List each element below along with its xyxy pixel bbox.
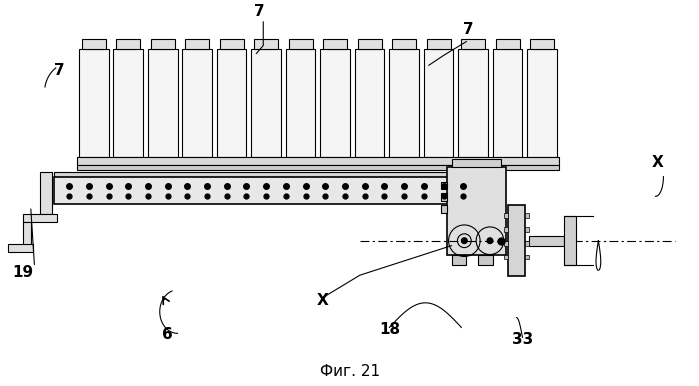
- Bar: [504, 227, 507, 232]
- Bar: [254, 39, 278, 49]
- Bar: [478, 256, 493, 265]
- Bar: [185, 39, 209, 49]
- Bar: [23, 222, 31, 247]
- Bar: [452, 256, 466, 265]
- Text: 6: 6: [162, 327, 173, 342]
- Bar: [531, 39, 554, 49]
- Bar: [392, 39, 416, 49]
- Bar: [320, 49, 350, 157]
- Bar: [526, 227, 529, 232]
- Bar: [461, 39, 485, 49]
- Bar: [324, 39, 347, 49]
- Bar: [55, 177, 488, 204]
- Bar: [452, 159, 500, 167]
- Bar: [507, 205, 526, 276]
- Bar: [526, 213, 529, 218]
- Bar: [496, 39, 519, 49]
- Bar: [286, 49, 315, 157]
- Bar: [113, 49, 143, 157]
- Bar: [526, 254, 529, 259]
- Text: 7: 7: [463, 22, 474, 37]
- Text: 19: 19: [12, 265, 34, 280]
- Bar: [424, 49, 454, 157]
- Text: Фиг. 21: Фиг. 21: [320, 364, 380, 379]
- Bar: [117, 39, 140, 49]
- Bar: [389, 49, 419, 157]
- Bar: [148, 49, 178, 157]
- Bar: [528, 49, 557, 157]
- Bar: [358, 39, 382, 49]
- Bar: [252, 49, 281, 157]
- Text: X: X: [651, 155, 663, 170]
- Bar: [526, 241, 529, 245]
- Bar: [564, 216, 576, 265]
- Text: 7: 7: [54, 63, 64, 78]
- Text: 7: 7: [254, 4, 265, 19]
- Bar: [77, 157, 559, 165]
- Bar: [82, 39, 106, 49]
- Bar: [355, 49, 384, 157]
- Bar: [440, 205, 447, 213]
- Bar: [493, 49, 522, 157]
- Text: 18: 18: [379, 322, 400, 337]
- Bar: [504, 241, 507, 245]
- Bar: [529, 236, 564, 245]
- Bar: [440, 193, 447, 201]
- Bar: [459, 49, 488, 157]
- Bar: [217, 49, 247, 157]
- Bar: [8, 244, 33, 252]
- Bar: [23, 214, 57, 222]
- Bar: [427, 39, 451, 49]
- Text: X: X: [317, 293, 329, 308]
- Bar: [220, 39, 243, 49]
- Bar: [55, 172, 488, 177]
- Bar: [447, 167, 505, 256]
- Bar: [151, 39, 175, 49]
- Bar: [182, 49, 212, 157]
- Bar: [77, 165, 559, 170]
- Bar: [289, 39, 312, 49]
- Bar: [79, 49, 108, 157]
- Bar: [504, 254, 507, 259]
- Circle shape: [487, 238, 493, 244]
- Bar: [440, 181, 447, 190]
- Bar: [504, 213, 507, 218]
- Text: 33: 33: [512, 332, 533, 347]
- Bar: [41, 172, 52, 214]
- Circle shape: [461, 238, 468, 244]
